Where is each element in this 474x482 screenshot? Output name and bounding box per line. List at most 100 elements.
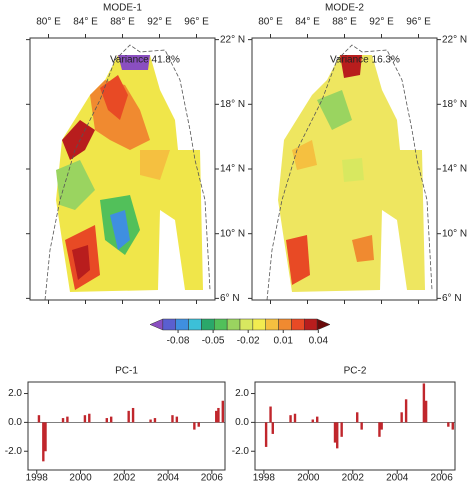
x-tick-label: 84° E: [73, 17, 98, 28]
bar: [400, 412, 403, 423]
x-tick-label: 96° E: [184, 17, 209, 28]
y-tick-label: 22° N: [220, 34, 245, 45]
x-tick-label: 2000: [297, 473, 320, 482]
bar: [105, 418, 108, 423]
bar: [217, 407, 220, 423]
bar: [271, 422, 274, 434]
bar: [171, 415, 174, 423]
x-tick-label: 2002: [113, 473, 136, 482]
bar: [83, 415, 87, 423]
colorbar-end: [149, 318, 164, 331]
colorbar-bin: [214, 318, 228, 331]
plot-frame: [27, 381, 226, 471]
colorbar-end: [316, 318, 331, 331]
colorbar-label: -0.02: [237, 336, 260, 347]
colorbar-bin: [201, 318, 215, 331]
colorbar-bin: [162, 318, 176, 331]
bar: [311, 419, 314, 423]
y-tick-label: 10° N: [220, 228, 245, 239]
bar: [215, 410, 218, 423]
map-title: MODE-2: [325, 3, 364, 14]
colorbar-bin: [278, 318, 292, 331]
x-tick-label: 88° E: [332, 17, 357, 28]
y-tick-label: 18° N: [220, 99, 245, 110]
bar: [264, 422, 268, 447]
bar: [293, 413, 297, 423]
y-tick-label: 22° N: [442, 34, 467, 45]
x-tick-label: 96° E: [406, 17, 431, 28]
coastline: [44, 44, 211, 301]
y-tick-label: 14° N: [220, 164, 245, 175]
colorbar-label: -0.08: [167, 336, 190, 347]
bar: [269, 406, 272, 423]
bar: [153, 418, 157, 423]
x-tick-label: 2006: [431, 473, 454, 482]
bar: [197, 422, 200, 427]
bar: [424, 400, 428, 423]
map-field: [56, 55, 203, 292]
y-tick-label: -2.0: [232, 446, 250, 457]
bar: [42, 422, 45, 462]
colorbar-label: 0.04: [309, 336, 329, 347]
chart-title: PC-2: [344, 366, 367, 377]
y-tick-label: 2.0: [8, 388, 22, 399]
bar: [149, 419, 152, 423]
x-tick-label: 2006: [201, 473, 224, 482]
x-tick-label: 80° E: [258, 17, 283, 28]
y-tick-label: 2.0: [235, 388, 249, 399]
y-tick-label: 0.0: [8, 417, 22, 428]
y-tick-label: 0.0: [235, 417, 249, 428]
bar: [109, 416, 113, 423]
bar: [378, 422, 381, 437]
x-tick-label: 1998: [26, 473, 49, 482]
coastline: [266, 44, 433, 301]
bar: [316, 416, 319, 423]
colorbar-bin: [291, 318, 305, 331]
bar: [127, 410, 130, 423]
colorbar-bin: [175, 318, 189, 331]
y-tick-label: 18° N: [442, 99, 467, 110]
bar: [422, 383, 426, 423]
colorbar-bin: [239, 318, 254, 331]
colorbar-bin: [265, 318, 279, 331]
map-field: [278, 55, 425, 292]
annotation: Variance 41.8%: [110, 55, 180, 66]
x-tick-label: 80° E: [36, 17, 61, 28]
x-tick-label: 84° E: [295, 17, 320, 28]
y-tick-label: 10° N: [442, 228, 467, 239]
x-tick-label: 1998: [253, 473, 276, 482]
bar: [44, 422, 47, 452]
x-tick-label: 2002: [342, 473, 365, 482]
y-tick-label: 6° N: [442, 293, 462, 304]
bar: [61, 418, 65, 423]
y-tick-label: -2.0: [5, 446, 23, 457]
bar: [193, 422, 196, 430]
bar: [37, 415, 41, 423]
bar: [66, 416, 69, 423]
colorbar-bin: [304, 318, 318, 331]
bar: [88, 413, 91, 423]
map-title: MODE-1: [103, 3, 142, 14]
colorbar-bin: [252, 318, 266, 331]
x-tick-label: 2000: [69, 473, 92, 482]
bar: [447, 422, 450, 427]
bar: [289, 415, 292, 423]
bar: [221, 400, 225, 423]
x-tick-label: 92° E: [369, 17, 394, 28]
x-tick-label: 2004: [386, 473, 409, 482]
bar: [336, 422, 339, 449]
colorbar-bin: [188, 318, 202, 331]
colorbar-label: 0.01: [274, 336, 294, 347]
x-tick-label: 88° E: [110, 17, 135, 28]
x-tick-label: 92° E: [147, 17, 172, 28]
bar: [333, 422, 337, 443]
bar: [356, 412, 359, 423]
chart-title: PC-1: [115, 366, 138, 377]
bar: [451, 422, 454, 430]
annotation: Variance 16.3%: [330, 55, 400, 66]
bar: [131, 407, 135, 423]
bar: [340, 422, 343, 437]
y-tick-label: 6° N: [220, 293, 240, 304]
